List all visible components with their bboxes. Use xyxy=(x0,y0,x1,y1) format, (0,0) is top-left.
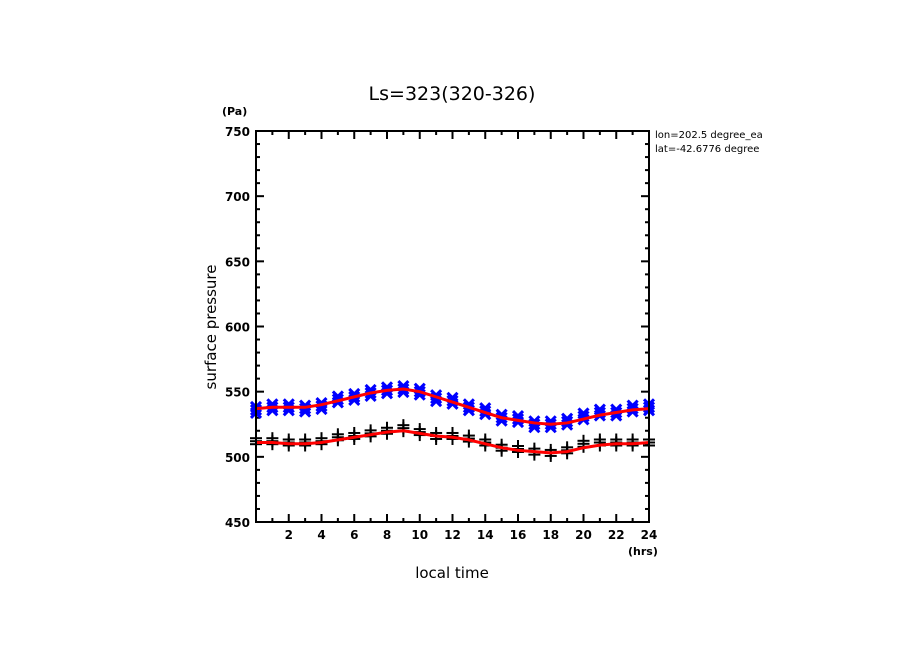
y-tick-label: 750 xyxy=(225,125,250,139)
markers-group xyxy=(249,379,656,462)
plus-marker xyxy=(593,433,606,452)
annotation-clip xyxy=(780,120,904,170)
y-tick-label: 700 xyxy=(225,190,250,204)
fit-line xyxy=(255,387,650,426)
y-tick-label: 450 xyxy=(225,516,250,530)
chart-title: Ls=323(320-326) xyxy=(369,83,536,105)
y-tick-label: 550 xyxy=(225,386,250,400)
y-tick-label: 650 xyxy=(225,255,250,269)
x-tick-label: 18 xyxy=(542,528,559,542)
y-tick-label: 600 xyxy=(225,321,250,335)
x-tick-label: 14 xyxy=(477,528,494,542)
x-unit-label: (hrs) xyxy=(628,545,658,558)
annotation-lon: lon=202.5 degree_ea xyxy=(655,130,763,141)
x-tick-label: 10 xyxy=(411,528,428,542)
y-tick-label: 500 xyxy=(225,451,250,465)
annotation-lat: lat=-42.6776 degree xyxy=(655,144,759,155)
x-axis-title: local time xyxy=(415,564,489,582)
x-marker xyxy=(577,407,590,426)
x-tick-label: 2 xyxy=(285,528,293,542)
x-tick-label: 22 xyxy=(608,528,625,542)
x-tick-label: 24 xyxy=(641,528,658,542)
plot-frame xyxy=(255,130,650,523)
x-tick-label: 20 xyxy=(575,528,592,542)
fit-line xyxy=(256,429,650,455)
x-marker xyxy=(593,403,606,422)
x-tick-label: 16 xyxy=(510,528,527,542)
y-axis-title: surface pressure xyxy=(202,265,220,390)
y-unit-label: (Pa) xyxy=(222,105,247,118)
x-tick-label: 12 xyxy=(444,528,461,542)
x-tick-label: 6 xyxy=(350,528,358,542)
plus-marker xyxy=(397,419,410,438)
x-tick-label: 4 xyxy=(317,528,325,542)
axes-group: 2 4 6 8 10 12 14 16 18 20 22 2445050055060065070075… xyxy=(225,125,657,542)
x-tick-label: 8 xyxy=(383,528,391,542)
plus-marker xyxy=(331,428,344,447)
fit-lines-group xyxy=(255,387,650,455)
